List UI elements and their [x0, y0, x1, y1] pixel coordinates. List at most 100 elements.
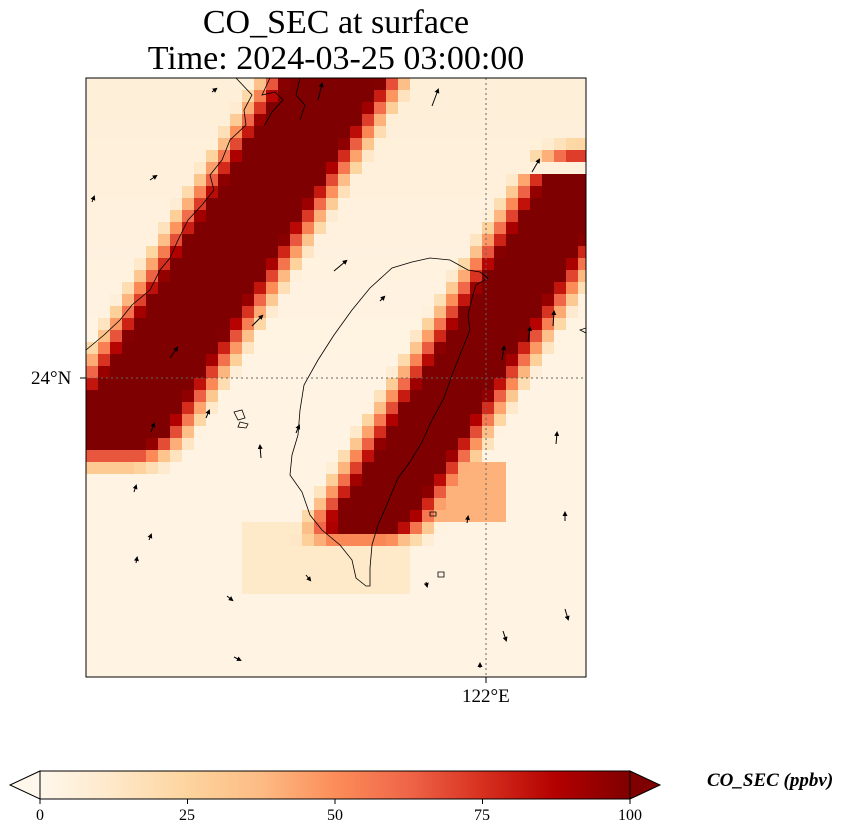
heat-cell	[86, 246, 99, 259]
heat-cell	[422, 270, 435, 283]
heat-cell	[566, 162, 579, 175]
heat-cell	[566, 354, 579, 367]
heat-cell	[434, 246, 447, 259]
heat-cell	[554, 546, 567, 559]
heat-cell	[206, 354, 219, 367]
heat-cell	[578, 450, 586, 463]
heat-cell	[194, 198, 207, 211]
heat-cell	[194, 546, 207, 559]
heat-cell	[434, 546, 447, 559]
heat-cell	[374, 642, 387, 655]
heat-cell	[446, 534, 459, 547]
heat-cell	[398, 342, 411, 355]
heat-cell	[278, 414, 291, 427]
heat-cell	[278, 186, 291, 199]
heat-cell	[482, 654, 495, 667]
heat-cell	[494, 162, 507, 175]
heat-cell	[566, 246, 579, 259]
heat-cell	[350, 654, 363, 667]
heat-cell	[554, 306, 567, 319]
heat-cell	[482, 78, 495, 91]
heat-cell	[170, 138, 183, 151]
heat-cell	[314, 654, 327, 667]
heat-cell	[146, 642, 159, 655]
heat-cell	[362, 138, 375, 151]
heat-cell	[242, 390, 255, 403]
heat-cell	[350, 270, 363, 283]
heat-cell	[86, 606, 99, 619]
heat-cell	[170, 102, 183, 115]
heat-cell	[182, 246, 195, 259]
heat-cell	[458, 462, 471, 475]
heat-cell	[470, 594, 483, 607]
heat-cell	[350, 162, 363, 175]
heat-cell	[182, 138, 195, 151]
heat-cell	[254, 486, 267, 499]
heat-cell	[158, 186, 171, 199]
heat-cell	[410, 378, 423, 391]
heat-cell	[158, 594, 171, 607]
wind-vectors	[90, 82, 570, 668]
heat-cell	[518, 402, 531, 415]
heat-cell	[242, 474, 255, 487]
heat-cell	[458, 630, 471, 643]
heat-cell	[530, 534, 543, 547]
heat-cell	[266, 342, 279, 355]
heat-cell	[410, 354, 423, 367]
heat-cell	[266, 162, 279, 175]
heat-cell	[374, 402, 387, 415]
heat-cell	[290, 390, 303, 403]
heat-cell	[194, 270, 207, 283]
heat-cell	[194, 606, 207, 619]
heat-cell	[134, 246, 147, 259]
heat-cell	[290, 366, 303, 379]
heat-cell	[398, 594, 411, 607]
heat-cell	[158, 426, 171, 439]
heat-cell	[458, 102, 471, 115]
heat-cell	[338, 558, 351, 571]
heat-cell	[110, 606, 123, 619]
heat-cell	[410, 138, 423, 151]
heat-cell	[266, 462, 279, 475]
heat-cell	[350, 330, 363, 343]
heat-cell	[422, 258, 435, 271]
heat-cell	[170, 498, 183, 511]
heat-cell	[98, 318, 111, 331]
heat-cell	[194, 258, 207, 271]
heat-cell	[494, 138, 507, 151]
heat-cell	[434, 654, 447, 667]
heat-cell	[326, 306, 339, 319]
heat-cell	[86, 474, 99, 487]
heat-cell	[158, 378, 171, 391]
heat-cell	[122, 222, 135, 235]
heat-cell	[386, 654, 399, 667]
heat-cell	[530, 498, 543, 511]
heat-cell	[542, 414, 555, 427]
heat-cell	[158, 354, 171, 367]
heat-cell	[110, 174, 123, 187]
heat-cell	[578, 234, 586, 247]
heat-cell	[230, 234, 243, 247]
heat-cell	[146, 558, 159, 571]
heat-cell	[182, 510, 195, 523]
heat-cell	[146, 666, 159, 677]
heat-cell	[134, 102, 147, 115]
heat-cell	[530, 318, 543, 331]
heat-cell	[98, 390, 111, 403]
heat-cell	[374, 666, 387, 677]
lon-tick-label: 122°E	[462, 686, 510, 707]
heat-cell	[194, 558, 207, 571]
heat-cell	[422, 558, 435, 571]
heat-cell	[482, 330, 495, 343]
heat-cell	[542, 318, 555, 331]
heat-cell	[362, 618, 375, 631]
heat-cell	[110, 330, 123, 343]
heat-cell	[122, 522, 135, 535]
heat-cell	[278, 210, 291, 223]
heat-cell	[218, 174, 231, 187]
heat-cell	[458, 366, 471, 379]
heat-cell	[578, 306, 586, 319]
heat-cell	[494, 150, 507, 163]
heat-cell	[134, 294, 147, 307]
heat-cell	[542, 114, 555, 127]
